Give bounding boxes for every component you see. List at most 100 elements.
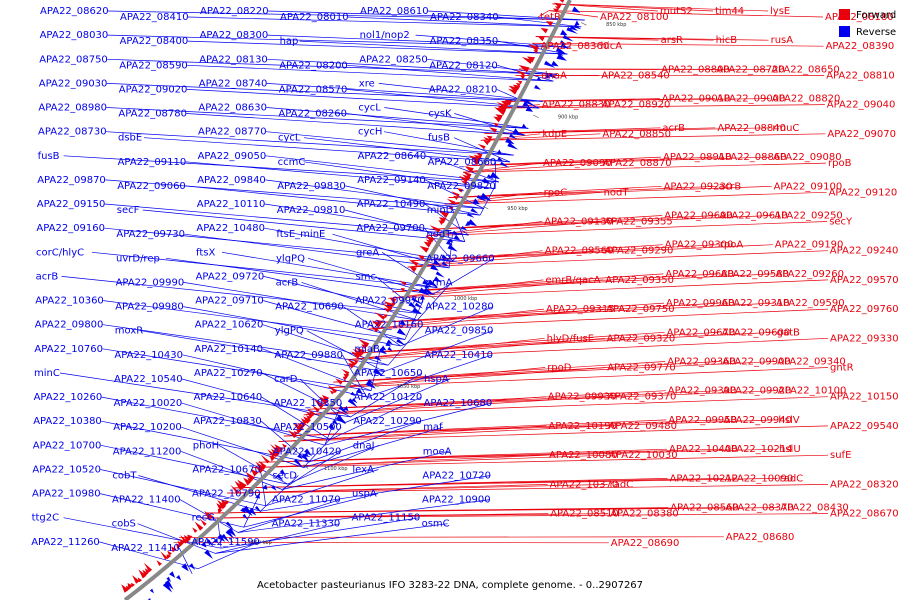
forward-gene-label[interactable]: tetR [540, 12, 561, 23]
reverse-gene-label[interactable]: APA22_08130 [199, 54, 268, 65]
reverse-gene-label[interactable]: APA22_10280 [425, 302, 494, 313]
forward-gene-label[interactable]: APA22_08800 [661, 64, 730, 75]
reverse-gene-label[interactable]: APA22_10490 [357, 199, 426, 210]
forward-gene-label[interactable]: APA22_08860 [718, 152, 787, 163]
forward-gene-label[interactable]: APA22_09355 [604, 217, 673, 228]
reverse-gene-label[interactable]: nodT [426, 229, 452, 240]
reverse-gene-label[interactable]: APA22_08740 [199, 78, 268, 89]
forward-gene-label[interactable]: nodT [604, 187, 630, 198]
reverse-gene-label[interactable]: APA22_09830 [277, 181, 346, 192]
reverse-gene-label[interactable]: APA22_10900 [422, 495, 491, 506]
forward-gene-label[interactable]: APA22_09960 [666, 298, 735, 309]
reverse-gene-label[interactable]: APA22_09720 [196, 271, 265, 282]
forward-gene-label[interactable]: APA22_10214 [724, 444, 793, 455]
reverse-gene-label[interactable]: APA22_10670 [192, 465, 261, 476]
reverse-gene-label[interactable]: APA22_08640 [358, 151, 427, 162]
reverse-gene-label[interactable]: ylgPQ [276, 253, 305, 264]
reverse-gene-label[interactable]: APA22_09700 [356, 223, 425, 234]
reverse-gene-label[interactable]: cobT [112, 471, 137, 482]
forward-gene-label[interactable]: APA22_08390 [826, 41, 895, 52]
forward-gene-label[interactable]: gntR [830, 363, 854, 374]
forward-gene-label[interactable]: APA22_09130 [544, 217, 613, 228]
reverse-gene-label[interactable]: fusB [428, 133, 450, 144]
reverse-gene-label[interactable]: APA22_08750 [39, 54, 108, 65]
forward-gene-label[interactable]: rpoC [544, 187, 568, 198]
forward-gene-label[interactable]: APA22_08850 [602, 129, 671, 140]
reverse-gene-label[interactable]: phoH [193, 440, 219, 451]
forward-gene-label[interactable]: rpoB [828, 158, 852, 169]
reverse-gene-label[interactable]: APA22_09870 [37, 175, 106, 186]
forward-gene-label[interactable]: APA22_08650 [771, 64, 840, 75]
forward-gene-label[interactable]: APA22_09100 [774, 181, 843, 192]
forward-gene-label[interactable]: dnaA [541, 70, 567, 81]
reverse-gene-label[interactable]: minC [34, 368, 60, 379]
reverse-gene-label[interactable]: greA [356, 247, 379, 258]
reverse-gene-label[interactable]: fusB [38, 151, 60, 162]
reverse-gene-label[interactable]: ftsE_minE [276, 229, 325, 240]
forward-gene-label[interactable]: APA22_08380 [610, 509, 679, 520]
reverse-gene-label[interactable]: maf [423, 422, 443, 433]
forward-gene-label[interactable]: radC [610, 479, 634, 490]
forward-gene-label[interactable]: hicA [601, 41, 623, 52]
reverse-gene-label[interactable]: APA22_08010 [280, 12, 349, 23]
forward-gene-label[interactable]: rpoA [720, 240, 744, 251]
forward-gene-label[interactable]: APA22_10100 [778, 386, 847, 397]
forward-gene-label[interactable]: APA22_08830 [542, 100, 611, 111]
reverse-gene-label[interactable]: APA22_08400 [120, 36, 189, 47]
forward-gene-label[interactable]: APA22_08360 [541, 41, 610, 52]
forward-gene-label[interactable]: hicB [716, 35, 738, 46]
reverse-gene-label[interactable]: APA22_10480 [196, 223, 265, 234]
reverse-gene-label[interactable]: APA22_09840 [197, 175, 266, 186]
forward-gene-label[interactable]: acrB [719, 181, 742, 192]
reverse-gene-label[interactable]: APA22_09030 [39, 78, 108, 89]
forward-gene-label[interactable]: APA22_09390 [668, 386, 737, 397]
forward-gene-label[interactable]: APA22_09040 [827, 100, 896, 111]
reverse-gene-label[interactable]: osmC [422, 519, 450, 530]
reverse-gene-label[interactable]: APA22_10620 [195, 320, 264, 331]
reverse-gene-label[interactable]: APA22_08630 [198, 103, 267, 114]
forward-gene-label[interactable]: APA22_08910 [663, 152, 732, 163]
reverse-gene-label[interactable]: APA22_08220 [200, 6, 269, 17]
forward-gene-label[interactable]: APA22_09300 [665, 240, 734, 251]
forward-gene-label[interactable]: APA22_10030 [609, 450, 678, 461]
reverse-gene-label[interactable]: APA22_11070 [272, 495, 341, 506]
reverse-gene-label[interactable]: APA22_11330 [272, 519, 341, 530]
reverse-gene-label[interactable]: APA22_10290 [353, 416, 422, 427]
forward-gene-label[interactable]: hslU [779, 444, 801, 455]
reverse-gene-label[interactable]: APA22_08200 [279, 60, 348, 71]
reverse-gene-label[interactable]: cysK [428, 109, 452, 120]
forward-gene-label[interactable]: APA22_08370 [725, 503, 794, 514]
reverse-gene-label[interactable]: APA22_10380 [33, 416, 102, 427]
reverse-gene-label[interactable]: minD [427, 205, 454, 216]
forward-gene-label[interactable]: APA22_08560 [670, 503, 739, 514]
reverse-gene-label[interactable]: nol1/nop2 [360, 30, 410, 41]
forward-gene-label[interactable]: APA22_09310 [721, 298, 790, 309]
reverse-gene-label[interactable]: acrB [276, 277, 299, 288]
forward-gene-label[interactable]: APA22_09570 [830, 275, 899, 286]
reverse-gene-label[interactable]: APA22_09140 [357, 175, 426, 186]
reverse-gene-label[interactable]: smc [356, 271, 376, 282]
forward-gene-label[interactable]: emrB/qacA [545, 275, 600, 286]
reverse-gene-label[interactable]: dsbE [118, 133, 142, 144]
reverse-gene-label[interactable]: APA22_08570 [279, 84, 348, 95]
forward-gene-label[interactable]: APA22_10212 [670, 473, 739, 484]
forward-gene-label[interactable]: APA22_09360 [667, 357, 736, 368]
forward-gene-label[interactable]: APA22_08720 [716, 64, 785, 75]
reverse-gene-label[interactable]: APA22_09020 [119, 84, 188, 95]
forward-gene-label[interactable]: APA22_09230 [664, 181, 733, 192]
forward-gene-label[interactable]: APA22_08840 [717, 123, 786, 134]
forward-gene-label[interactable]: tim44 [715, 6, 744, 17]
forward-gene-label[interactable]: APA22_09670 [667, 327, 736, 338]
forward-gene-label[interactable]: APA22_08680 [726, 532, 795, 543]
reverse-gene-label[interactable]: APA22_10500 [273, 422, 342, 433]
reverse-gene-label[interactable]: APA22_10420 [273, 446, 342, 457]
reverse-gene-label[interactable]: cobS [112, 519, 136, 530]
forward-gene-label[interactable]: APA22_09590 [776, 298, 845, 309]
reverse-gene-label[interactable]: dnaJ [353, 440, 375, 451]
reverse-gene-label[interactable]: APA22_10120 [354, 392, 423, 403]
forward-gene-label[interactable]: APA22_09480 [608, 421, 677, 432]
reverse-gene-label[interactable]: APA22_08730 [38, 127, 107, 138]
reverse-gene-label[interactable]: lexA [352, 465, 374, 476]
forward-gene-label[interactable]: APA22_09950 [668, 415, 737, 426]
forward-gene-label[interactable]: APA22_09930 [548, 392, 617, 403]
